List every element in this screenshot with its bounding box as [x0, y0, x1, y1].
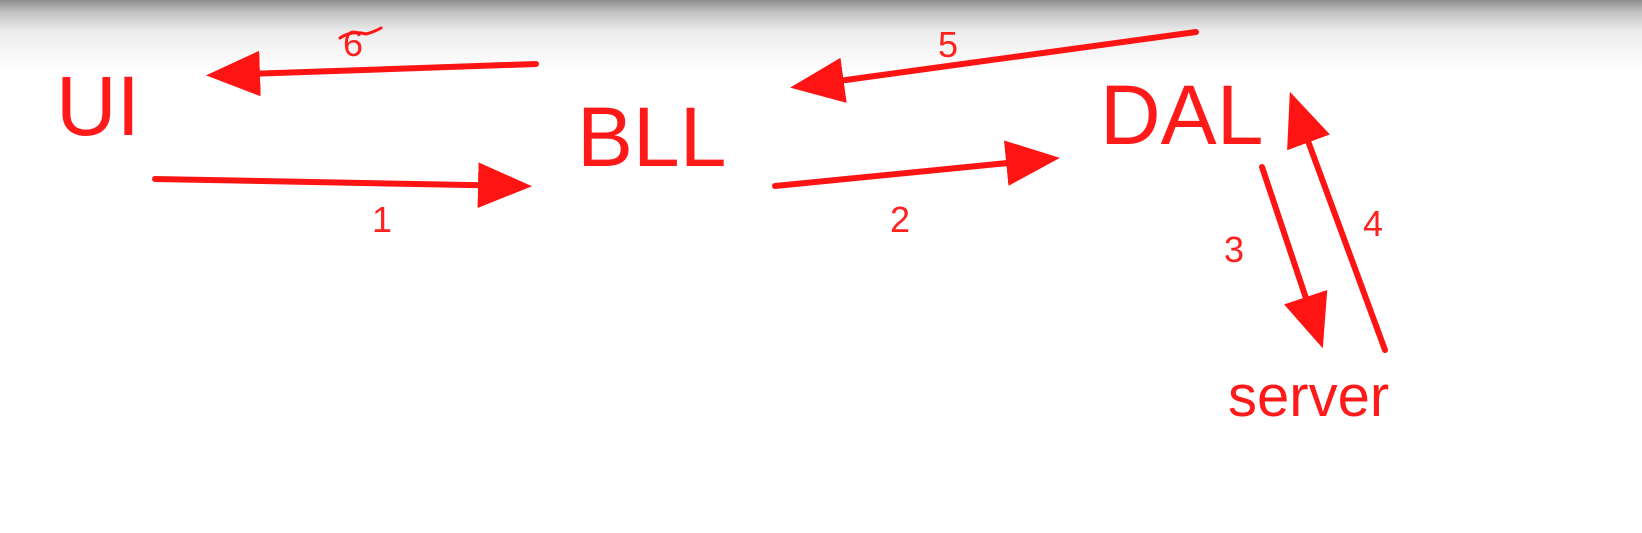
arrow-4-server-to-dal [1287, 91, 1388, 353]
node-dal: DAL [1100, 68, 1263, 162]
arrow-5-dal-to-bll [790, 29, 1199, 103]
edge-label-5: 5 [938, 24, 958, 65]
node-ui: UI [56, 59, 140, 153]
arrow-2-bll-to-dal [772, 140, 1060, 189]
edge-label-2: 2 [890, 199, 910, 240]
node-bll: BLL [577, 90, 726, 184]
edge-label-1: 1 [372, 199, 392, 240]
edge-label-6: 6 [343, 23, 363, 64]
node-server: server [1228, 364, 1389, 429]
edge-label-4: 4 [1363, 203, 1383, 244]
scribble-mark [338, 26, 383, 40]
edge-label-3: 3 [1224, 229, 1244, 270]
arrow-1-ui-to-bll [152, 162, 532, 208]
arrow-6-bll-to-ui [206, 50, 539, 97]
arrow-3-dal-to-server [1259, 164, 1328, 349]
